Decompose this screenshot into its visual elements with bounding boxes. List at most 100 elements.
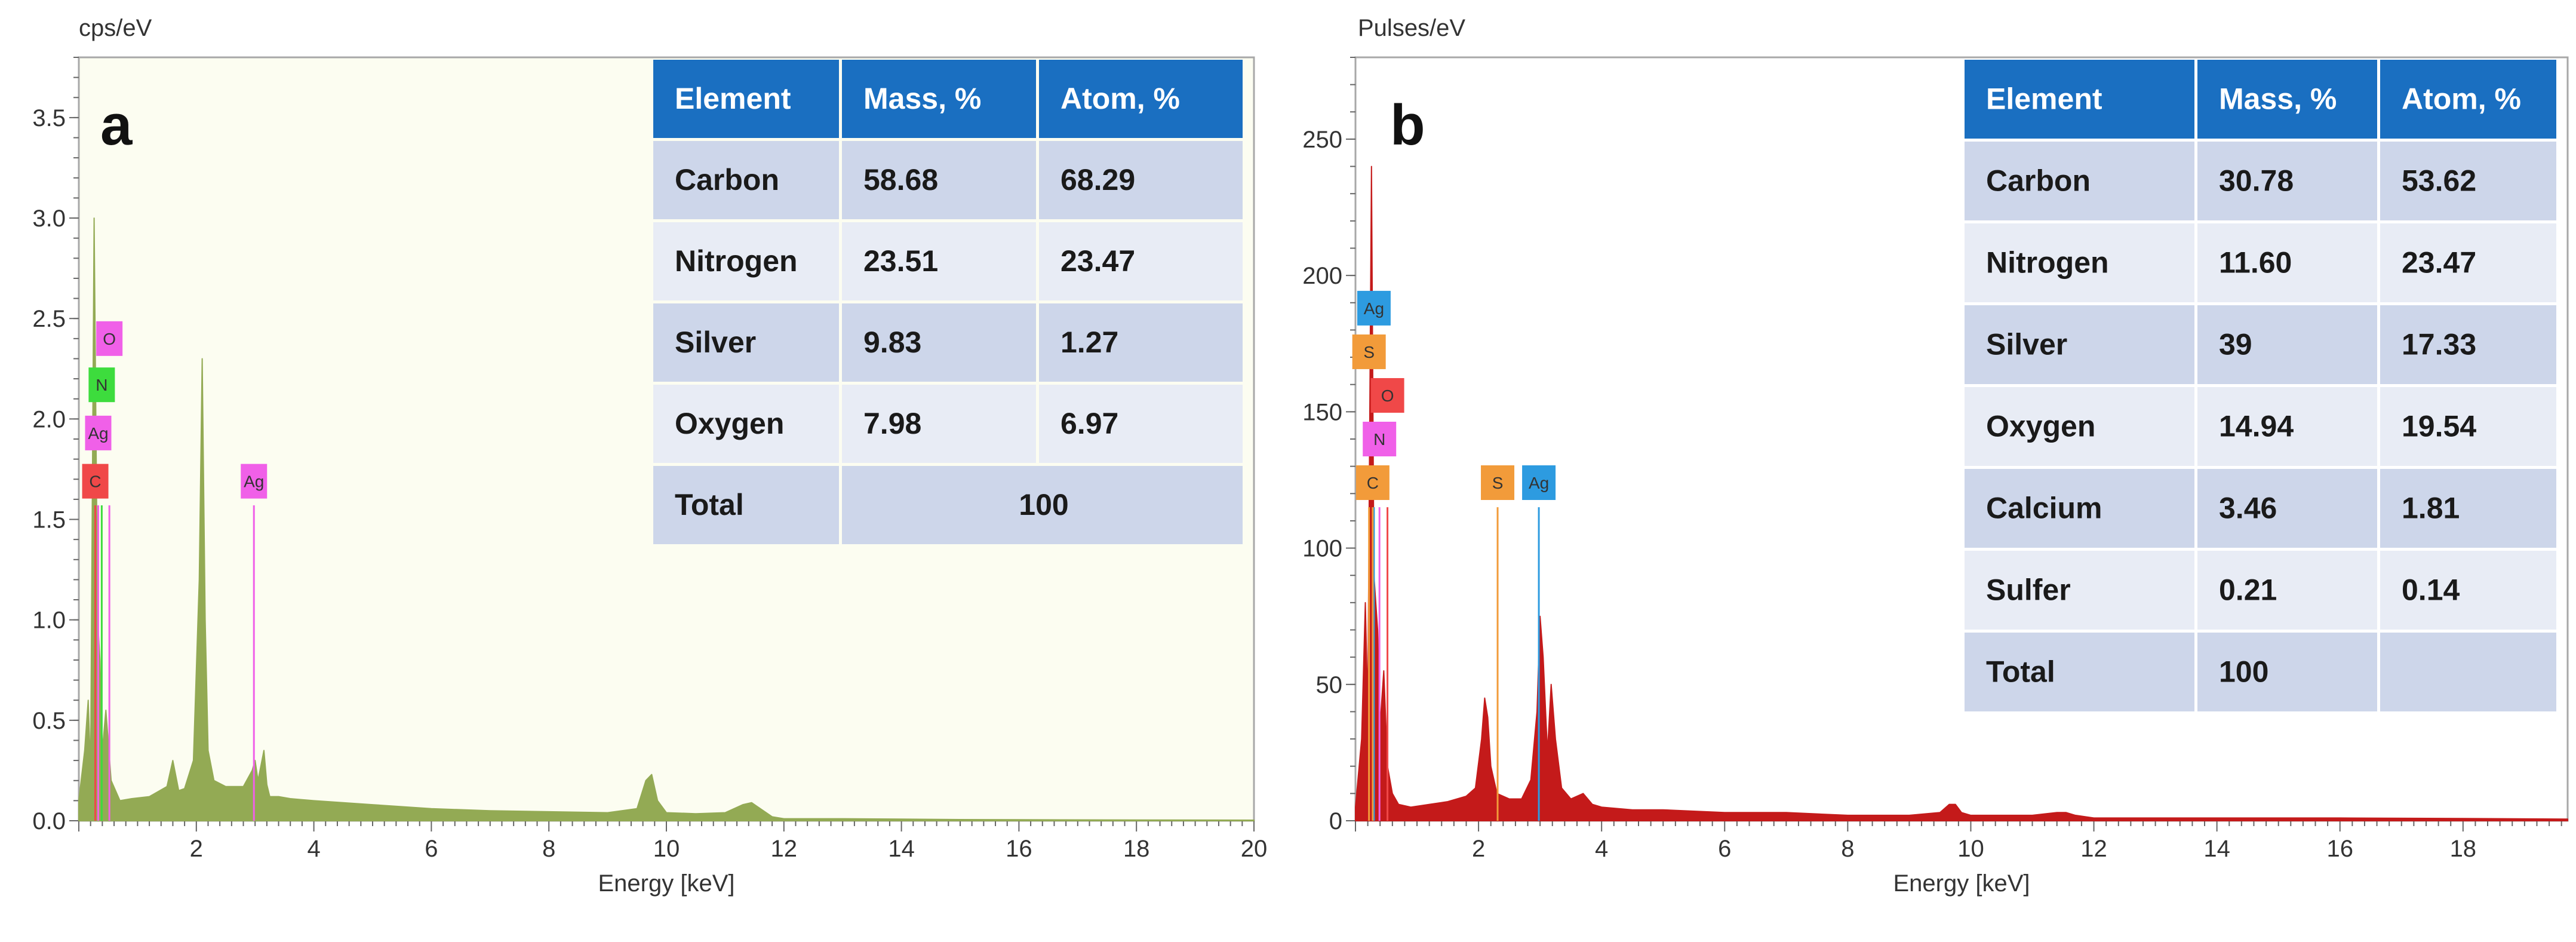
- table-cell-text: 0.21: [2219, 573, 2277, 607]
- x-tick-label: 2: [190, 836, 203, 862]
- y-tick-label: 250: [1302, 127, 1342, 153]
- element-tag-box: [82, 464, 109, 499]
- x-tick-label: 6: [1718, 836, 1731, 862]
- y-axis-unit-label: cps/eV: [79, 15, 152, 41]
- table-cell: [2197, 551, 2377, 630]
- y-tick-label: 0.0: [32, 808, 66, 834]
- table-cell-text: 39: [2219, 328, 2252, 361]
- table-cell: [1965, 469, 2194, 548]
- table-cell: [1039, 385, 1243, 463]
- table-cell: [1965, 387, 2194, 466]
- table-row: Oxygen 7.98 6.97: [653, 385, 1243, 463]
- chart-panel-a: 2 4 6 8 10 12 14 16 18 20 0.0 0.5 1.0 1.5 2.0 2.5 3.0 3.5…: [32, 15, 1267, 897]
- panel-letter: a: [100, 93, 133, 157]
- table-cell: [2197, 305, 2377, 384]
- table-cell-text: Calcium: [1986, 492, 2102, 525]
- element-tag: S: [1481, 465, 1515, 501]
- table-header-cell: Mass, %: [863, 82, 981, 115]
- table-cell: [1965, 223, 2194, 302]
- element-tag-box: [85, 415, 112, 450]
- table-cell: [2380, 551, 2556, 630]
- table-cell: [842, 222, 1036, 300]
- x-tick-label: 14: [2203, 836, 2230, 862]
- table-cell-text: 0.14: [2402, 573, 2460, 607]
- table-cell: [1965, 60, 2194, 139]
- table-cell: [1039, 303, 1243, 382]
- table-cell: [842, 60, 1036, 138]
- element-tag-box: [1363, 422, 1397, 456]
- element-tag: O: [1370, 378, 1404, 413]
- table-cell-text: 30.78: [2219, 164, 2294, 198]
- x-tick-label: 20: [1241, 836, 1268, 862]
- table-cell: [653, 222, 839, 300]
- x-tick-label: 18: [1123, 836, 1150, 862]
- table-cell: [2197, 142, 2377, 220]
- x-tick-label: 14: [888, 836, 915, 862]
- table-cell: [2380, 142, 2556, 220]
- element-tag-box: [1355, 465, 1390, 501]
- element-tag-box: [1352, 334, 1386, 369]
- table-cell-text: Total: [1986, 655, 2055, 689]
- table-header-cell: Element: [675, 82, 791, 115]
- x-tick-label: 10: [653, 836, 680, 862]
- table-cell: [653, 385, 839, 463]
- x-tick-label: 16: [2326, 836, 2353, 862]
- element-tag: C: [1355, 465, 1390, 501]
- element-tag-box: [1522, 465, 1556, 501]
- y-tick-label: 0.5: [32, 708, 66, 734]
- element-tag-box: [241, 464, 268, 499]
- table-cell-text: 19.54: [2402, 410, 2476, 443]
- table-row: Silver 9.83 1.27: [653, 303, 1243, 382]
- element-tag-label: O: [103, 330, 116, 348]
- element-tag-label: Ag: [1364, 299, 1384, 318]
- x-tick-label: 10: [1957, 836, 1984, 862]
- table-cell-text: 23.47: [2402, 246, 2476, 280]
- table-cell: [842, 141, 1036, 219]
- composition-table: Element Mass, % Atom, % Carbon 58.68 68.29 Nit…: [653, 60, 1243, 544]
- element-tag: Ag: [1357, 290, 1391, 326]
- x-tick-label: 4: [307, 836, 320, 862]
- table-header-cell: Mass, %: [2219, 82, 2337, 116]
- x-tick-label: 2: [1472, 836, 1485, 862]
- table-cell: [842, 303, 1036, 382]
- table-cell-text: 58.68: [863, 163, 938, 197]
- table-cell-text: Nitrogen: [1986, 246, 2109, 280]
- table-cell-text: Oxygen: [675, 407, 784, 440]
- chart-panel-b: 2 4 6 8 10 12 14 16 18 0 50 100 150 200 250 Pulses/eV En…: [1302, 15, 2569, 897]
- x-tick-label: 8: [542, 836, 555, 862]
- table-cell: [653, 141, 839, 219]
- element-tag-label: S: [1492, 474, 1504, 492]
- table-total-row: Total 100: [1965, 633, 2556, 711]
- table-cell: [2380, 633, 2556, 711]
- element-tag-label: S: [1363, 343, 1375, 361]
- table-cell-text: 14.94: [2219, 410, 2294, 443]
- table-cell: [1039, 141, 1243, 219]
- table-cell: [2380, 60, 2556, 139]
- table-cell-text: 6.97: [1060, 407, 1118, 440]
- x-tick-label: 16: [1006, 836, 1032, 862]
- table-cell-text: Silver: [1986, 328, 2067, 361]
- y-tick-label: 200: [1302, 263, 1342, 289]
- table-cell: [842, 466, 1243, 544]
- y-tick-label: 2.5: [32, 306, 66, 332]
- y-tick-label: 100: [1302, 536, 1342, 562]
- table-cell-text: 3.46: [2219, 492, 2277, 525]
- x-tick-label: 6: [425, 836, 438, 862]
- y-tick-label: 2.0: [32, 406, 66, 432]
- table-cell: [2197, 223, 2377, 302]
- element-tag-label: N: [96, 376, 107, 394]
- element-tag: Ag: [85, 415, 112, 450]
- table-cell: [653, 60, 839, 138]
- table-row: Carbon 58.68 68.29: [653, 141, 1243, 219]
- table-cell: [653, 303, 839, 382]
- y-axis-unit-label: Pulses/eV: [1358, 15, 1465, 41]
- table-total-row: Total 100: [653, 466, 1243, 544]
- x-tick-label: 8: [1841, 836, 1854, 862]
- table-header-cell: Atom, %: [2402, 82, 2521, 116]
- element-tag-label: Ag: [1529, 474, 1549, 492]
- element-tag-label: O: [1381, 386, 1394, 405]
- element-tag-label: C: [1367, 474, 1379, 492]
- table-cell-text: 23.51: [863, 244, 938, 278]
- table-cell: [1965, 305, 2194, 384]
